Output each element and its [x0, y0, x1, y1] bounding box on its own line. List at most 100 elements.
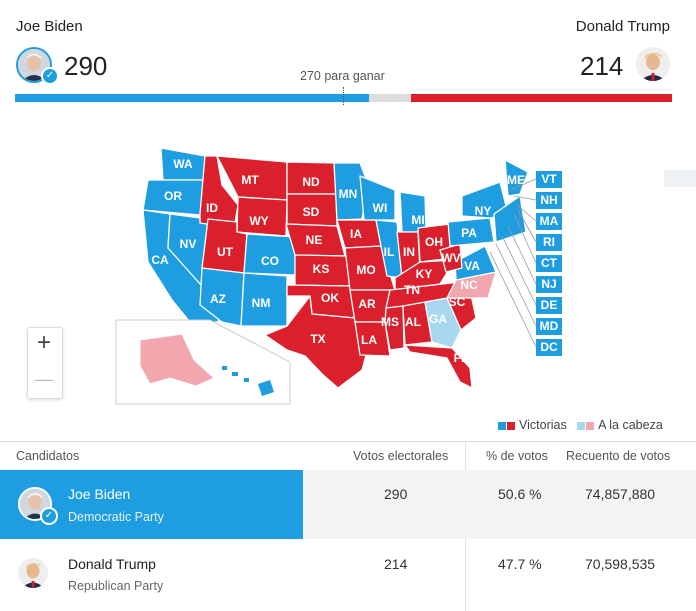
state-label-oh: OH: [425, 235, 443, 249]
state-box-ma[interactable]: MA: [536, 213, 562, 230]
state-label-mn: MN: [339, 187, 358, 201]
biden-name: Joe Biden: [16, 18, 83, 35]
trump-row-avatar: [18, 558, 48, 588]
trump-name: Donald Trump: [575, 18, 670, 35]
state-MS: [384, 305, 405, 351]
trump-portrait-icon: [18, 558, 48, 588]
state-PA: [447, 217, 495, 247]
table-top-divider: [0, 441, 696, 442]
leader-line: [515, 203, 537, 222]
zoom-control: [27, 327, 63, 399]
state-label-ms: MS: [381, 315, 399, 329]
winner-check-icon: ✓: [41, 67, 59, 85]
zoom-out-button[interactable]: —: [28, 364, 60, 396]
legend-rep-lead-swatch: [586, 421, 595, 430]
state-label-la: LA: [361, 333, 377, 347]
row-name: Donald Trump: [68, 556, 156, 572]
state-box-ri[interactable]: RI: [536, 234, 562, 251]
legend-dem-swatch: [498, 421, 506, 430]
biden-avatar[interactable]: [16, 47, 52, 83]
header-electoral: Votos electorales: [353, 449, 449, 463]
state-label-nm: NM: [252, 296, 271, 310]
leader-line: [513, 213, 537, 264]
state-label-il: IL: [384, 245, 395, 259]
legend-dem-lead-swatch: [577, 421, 586, 430]
state-label-ny: NY: [475, 204, 492, 218]
row-electoral: 290: [384, 486, 408, 502]
trump-electoral-bar: [410, 94, 672, 102]
state-label-sc: SC: [449, 295, 466, 309]
state-FL: [404, 344, 473, 389]
state-box-dc[interactable]: DC: [536, 339, 562, 356]
state-label-mi: MI: [411, 213, 424, 227]
row-name: Joe Biden: [68, 486, 131, 502]
legend-wins-label: Victorias: [519, 418, 567, 432]
row-pct: 50.6 %: [498, 486, 542, 502]
leader-line: [489, 251, 537, 348]
state-label-nv: NV: [180, 237, 197, 251]
state-HI: [222, 366, 274, 396]
state-label-mo: MO: [356, 263, 375, 277]
leader-line: [495, 243, 537, 327]
biden-electoral-bar: [15, 94, 370, 102]
header-candidates: Candidatos: [16, 449, 80, 463]
winner-check-icon: ✓: [40, 507, 58, 525]
biden-portrait-icon: [20, 489, 50, 519]
state-label-ga: GA: [429, 312, 447, 326]
state-AZ: [199, 267, 245, 327]
state-label-ky: KY: [416, 267, 433, 281]
biden-portrait-icon: [18, 49, 50, 81]
leader-line: [517, 209, 537, 243]
row-party: Republican Party: [68, 579, 164, 593]
to-win-label: 270 para ganar: [300, 69, 385, 83]
state-label-mt: MT: [241, 173, 259, 187]
state-ME: [504, 159, 529, 197]
state-label-ca: CA: [151, 253, 169, 267]
state-box-md[interactable]: MD: [536, 318, 562, 335]
state-label-pa: PA: [461, 226, 477, 240]
state-label-va: VA: [464, 259, 480, 273]
trump-avatar[interactable]: [636, 47, 670, 81]
side-tab[interactable]: [664, 170, 696, 187]
table-row-values-bg: [303, 470, 696, 539]
state-box-nj[interactable]: NJ: [536, 276, 562, 293]
leader-line: [513, 195, 537, 201]
state-box-ct[interactable]: CT: [536, 255, 562, 272]
state-label-fl: FL: [454, 351, 469, 365]
legend-leading-label: A la cabeza: [598, 418, 663, 432]
state-label-co: CO: [261, 254, 279, 268]
leader-line: [507, 225, 537, 285]
header-count: Recuento de votos: [566, 449, 671, 463]
map-legend: Victorias A la cabeza: [498, 418, 663, 432]
undecided-electoral-bar: [369, 94, 411, 102]
zoom-in-button[interactable]: +: [28, 328, 60, 360]
state-IL: [375, 219, 403, 279]
state-label-al: AL: [405, 315, 421, 329]
row-electoral: 214: [384, 556, 408, 572]
state-label-id: ID: [206, 201, 218, 215]
header-pct: % de votos: [486, 449, 548, 463]
state-label-me: ME: [507, 173, 525, 187]
state-box-de[interactable]: DE: [536, 297, 562, 314]
state-label-tn: TN: [404, 283, 420, 297]
row-party: Democratic Party: [68, 510, 164, 524]
state-box-vt[interactable]: VT: [536, 171, 562, 188]
biden-row-avatar: [18, 487, 52, 521]
leader-line: [501, 235, 537, 306]
us-election-map[interactable]: WA OR CA NV ID MT WY UT AZ CO NM ND SD NE KS OK TX MN IA MO…: [0, 0, 696, 420]
leader-line: [509, 178, 537, 191]
trump-portrait-icon: [636, 47, 670, 81]
row-count: 70,598,535: [585, 556, 656, 572]
state-box-nh[interactable]: NH: [536, 192, 562, 209]
state-label-ar: AR: [358, 297, 376, 311]
state-NE-small: [493, 195, 527, 243]
state-label-ok: OK: [321, 291, 339, 305]
state-label-wv: WV: [441, 251, 460, 265]
state-label-sd: SD: [303, 205, 320, 219]
state-label-wy: WY: [249, 214, 268, 228]
row-count: 74,857,880: [585, 486, 656, 502]
state-label-tx: TX: [310, 332, 325, 346]
state-label-nc: NC: [460, 278, 478, 292]
table-row[interactable]: [0, 540, 696, 611]
state-AK: [139, 333, 215, 387]
